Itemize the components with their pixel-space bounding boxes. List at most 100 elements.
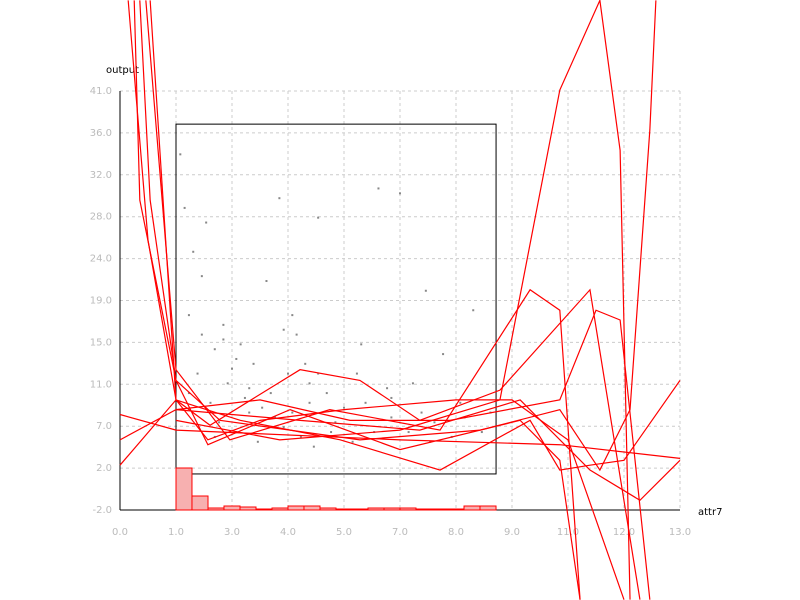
point [355, 372, 358, 375]
histogram-bar [223, 505, 241, 511]
histogram-bar [303, 505, 321, 511]
histogram-bar [399, 507, 417, 511]
fit-curve [119, 399, 681, 502]
y-tick-label: 11.0 [90, 379, 112, 390]
point [459, 401, 462, 404]
histogram-bar [319, 507, 337, 511]
x-tick-label: 5.0 [336, 527, 352, 538]
point [386, 387, 389, 390]
point [226, 382, 229, 385]
x-tick-label: 1.0 [168, 527, 184, 538]
point [183, 206, 186, 209]
y-tick-label: 41.0 [90, 86, 112, 97]
point [282, 426, 285, 429]
point [248, 411, 251, 414]
point [317, 216, 320, 219]
y-tick-label: 36.0 [90, 128, 112, 139]
point [222, 338, 225, 341]
point [265, 280, 268, 283]
y-tick-label: 19.0 [90, 296, 112, 307]
point [399, 192, 401, 195]
histogram-bar [383, 507, 401, 511]
y-tick-label: 15.0 [90, 337, 112, 348]
point [291, 314, 294, 317]
point [248, 387, 251, 390]
x-tick-label: 12.0 [613, 527, 635, 538]
point [364, 401, 367, 404]
point [390, 416, 393, 419]
point [390, 396, 393, 399]
y-tick-label: 2.0 [96, 463, 112, 474]
point [278, 197, 281, 200]
point [261, 406, 264, 409]
histogram-bar [207, 507, 225, 511]
point [330, 431, 333, 434]
histogram-bar [287, 505, 305, 511]
x-tick-label: 4.0 [280, 527, 296, 538]
y-tick-label: 32.0 [90, 170, 112, 181]
histogram-bar [415, 508, 433, 511]
histogram-bar [175, 467, 193, 511]
fit-curve [175, 0, 631, 600]
point [360, 343, 363, 346]
point [295, 333, 298, 336]
point [420, 411, 423, 414]
x-tick-label: 13.0 [669, 527, 691, 538]
x-tick-label: 3.0 [224, 527, 240, 538]
point [269, 392, 272, 395]
point [200, 275, 203, 278]
point [256, 440, 259, 443]
point [243, 396, 246, 399]
point [308, 382, 311, 385]
point [291, 411, 294, 414]
point [407, 431, 410, 434]
histogram-bar [351, 508, 369, 511]
point [192, 250, 195, 253]
y-tick-label: -2.0 [92, 505, 112, 516]
point [480, 431, 483, 434]
point [274, 416, 277, 419]
point [231, 367, 233, 370]
point [187, 314, 190, 317]
point [304, 362, 307, 365]
point [252, 362, 255, 365]
histogram-bar [255, 508, 273, 511]
histogram-bar [191, 495, 209, 511]
point [235, 357, 238, 360]
histogram-bar [431, 508, 449, 511]
point [472, 309, 475, 312]
x-tick-label: 8.0 [448, 527, 464, 538]
histogram-bar [271, 507, 289, 511]
x-axis-label: attr7 [698, 507, 722, 518]
y-tick-label: 28.0 [90, 212, 112, 223]
point [196, 372, 199, 375]
point [377, 187, 380, 190]
point [239, 343, 242, 346]
point [213, 348, 216, 351]
y-tick-label: 7.0 [96, 421, 112, 432]
fit-curve [175, 309, 651, 600]
x-tick-label: 7.0 [392, 527, 408, 538]
point [179, 153, 182, 156]
point [299, 435, 302, 438]
point [351, 440, 354, 443]
x-tick-label: 11.0 [557, 527, 579, 538]
point [187, 392, 190, 395]
histogram-bar [239, 506, 257, 511]
point [343, 406, 345, 409]
point [209, 401, 212, 404]
data-range-box [175, 123, 497, 475]
histogram-bar [447, 508, 465, 511]
fit-curve [119, 413, 681, 459]
point [200, 333, 203, 336]
x-tick-label: 9.0 [504, 527, 520, 538]
point [205, 221, 208, 224]
x-tick-label: 0.0 [112, 527, 128, 538]
point [282, 328, 285, 331]
point [411, 382, 414, 385]
point [442, 353, 445, 356]
point [424, 289, 427, 292]
histogram-bar [479, 505, 497, 511]
point [433, 421, 436, 424]
